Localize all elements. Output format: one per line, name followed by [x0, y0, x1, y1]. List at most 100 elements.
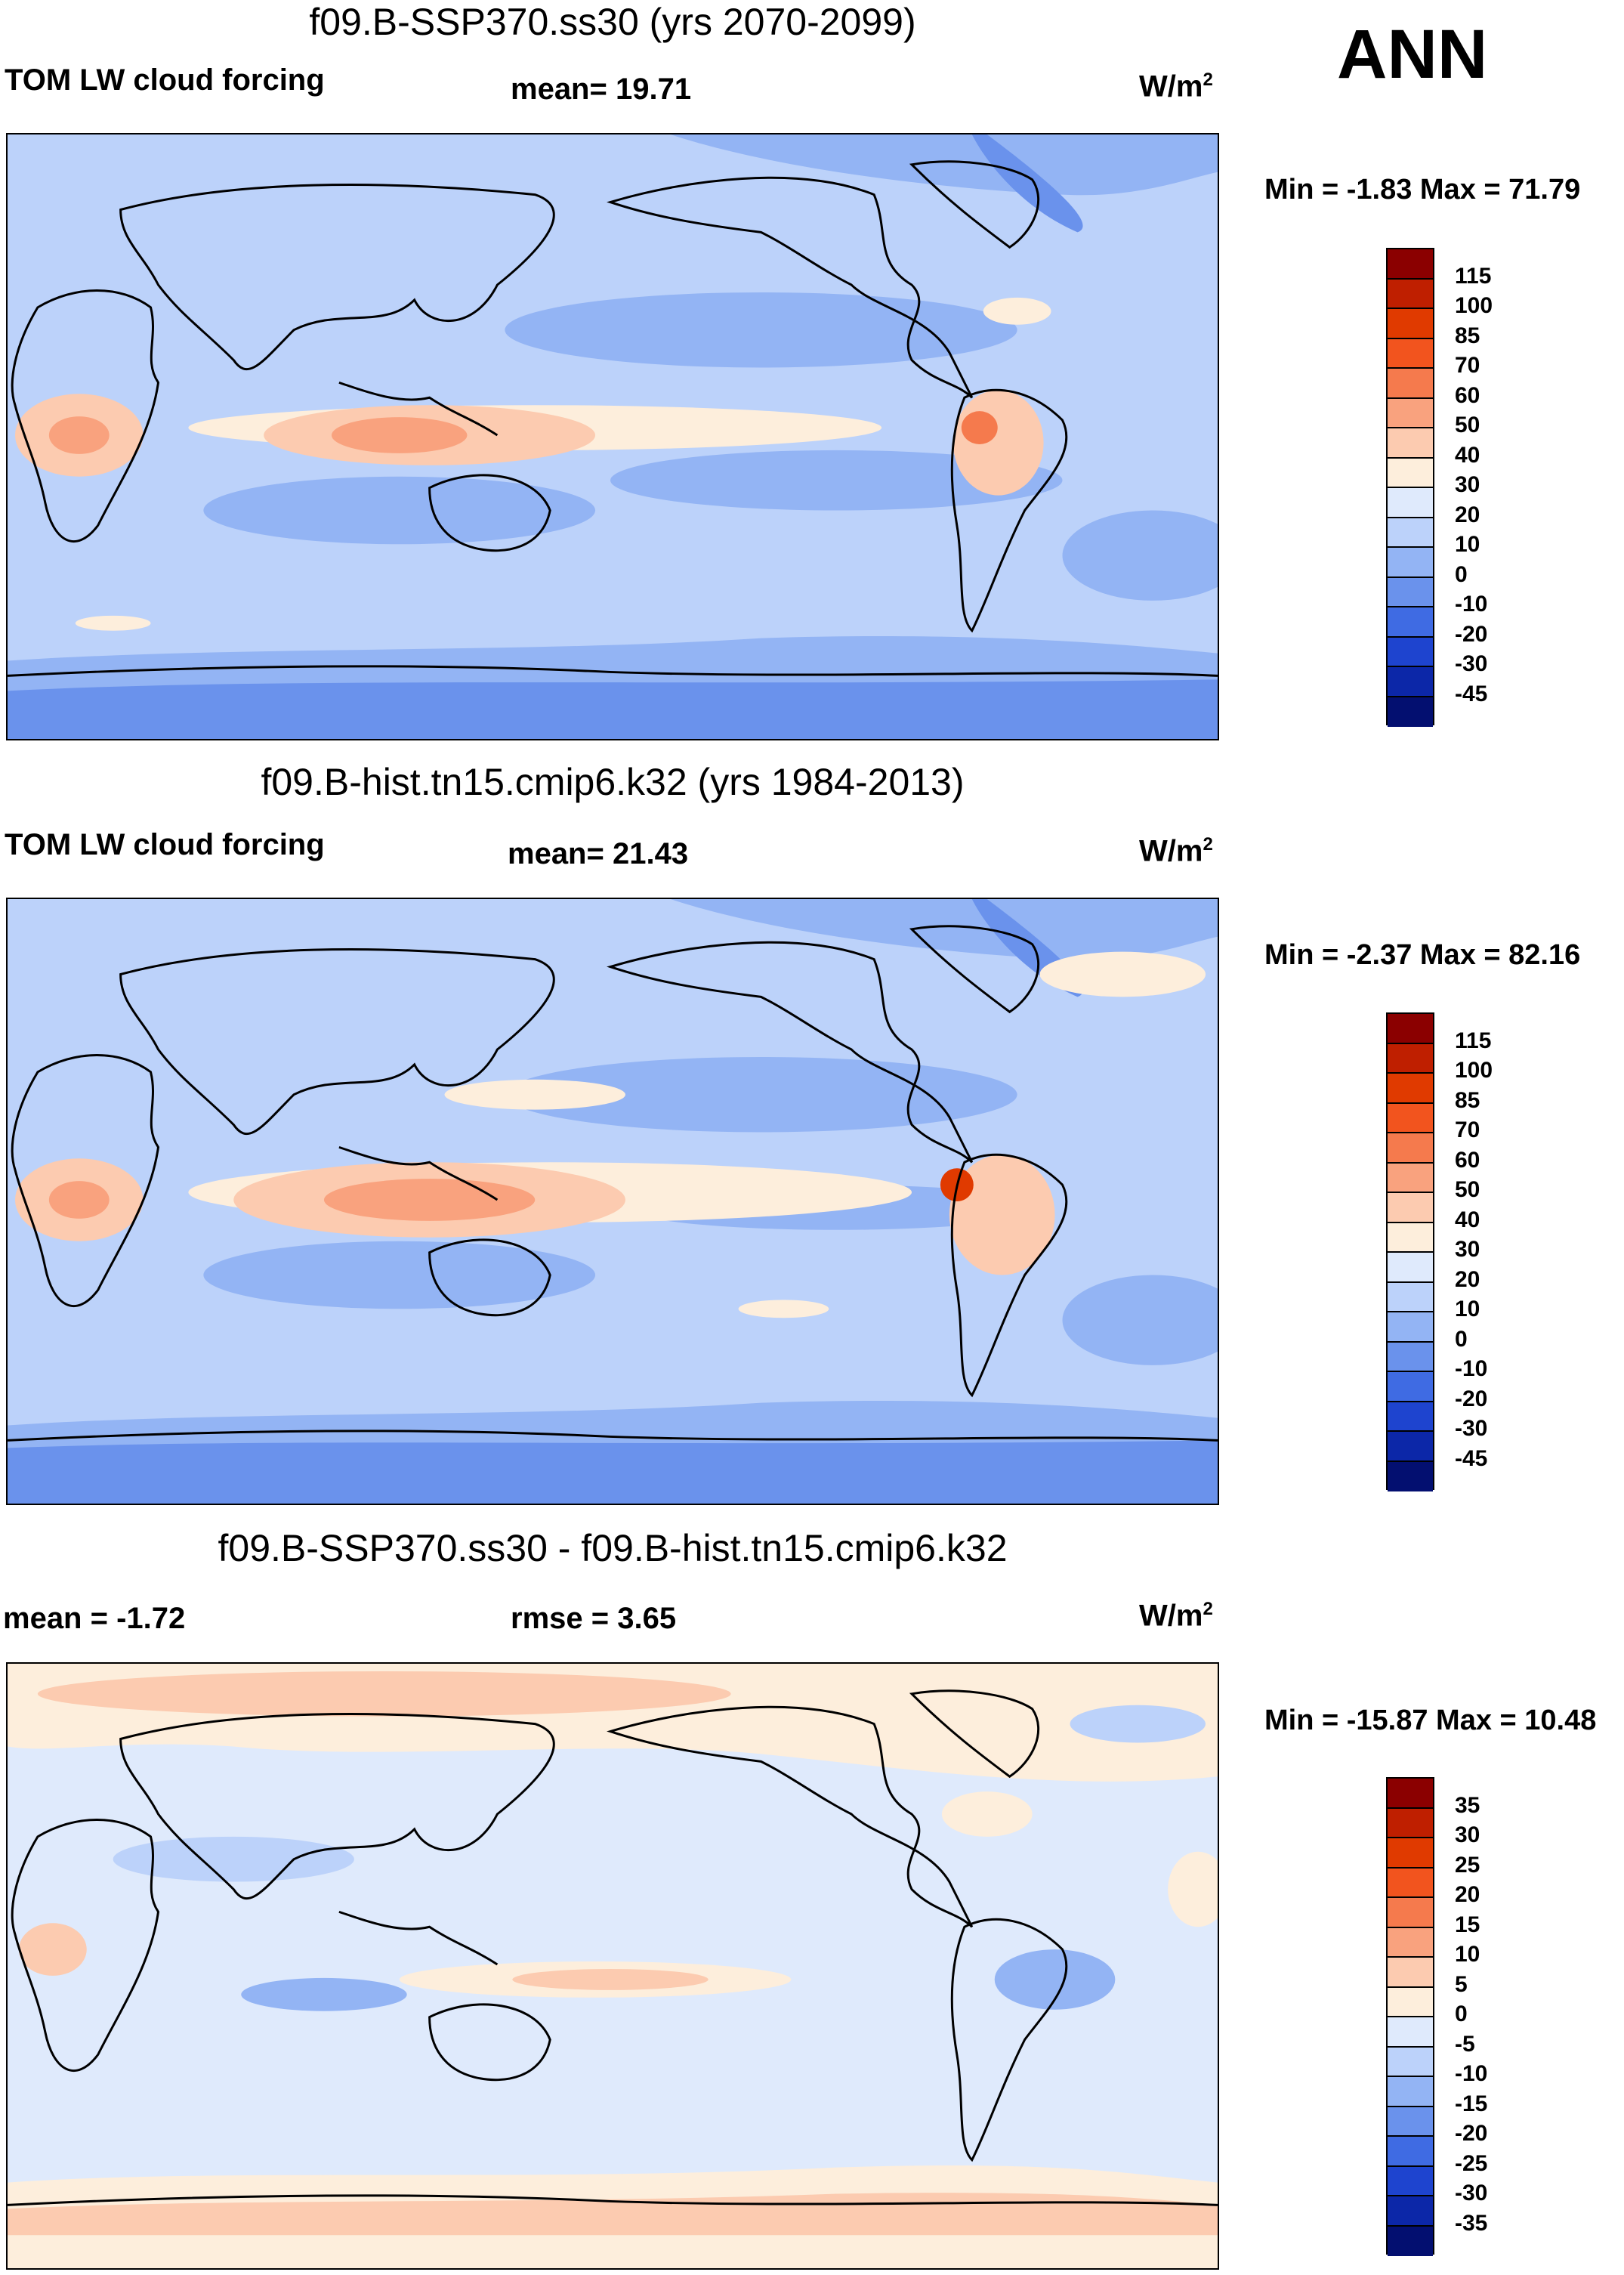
panel-3-colorbar-tick: 35	[1455, 1792, 1480, 1818]
panel-2-amazon-convection	[949, 1155, 1055, 1275]
panel-3-minmax: Min = -15.87 Max = 10.48	[1264, 1705, 1597, 1736]
panel-2-colorbar-cell	[1388, 1402, 1433, 1432]
panel-1-colorbar-cell	[1388, 667, 1433, 697]
panel-1-subtropic-low-4	[505, 292, 1017, 368]
panel-2-colorbar-tick: 30	[1455, 1237, 1480, 1262]
panel-1-colorbar-cell	[1388, 488, 1433, 518]
panel-1-colorbar-tick: 40	[1455, 442, 1480, 468]
panel-3-colorbar-cell	[1388, 1987, 1433, 2017]
panel-2-north-atlantic-warm	[1039, 951, 1206, 997]
panel-3-rmse-label: rmse = 3.65	[511, 1602, 677, 1635]
panel-2-colorbar	[1386, 1012, 1434, 1491]
panel-3-colorbar-cell	[1388, 1838, 1433, 1869]
panel-1-colorbar-tick: 85	[1455, 323, 1480, 348]
panel-2-africa-core	[48, 1181, 110, 1219]
panel-2-colorbar-cell	[1388, 1103, 1433, 1133]
panel-1-africa-core	[48, 416, 110, 454]
panel-1-colorbar-tick: 20	[1455, 502, 1480, 527]
panel-2-colorbar-tick: 0	[1455, 1326, 1468, 1352]
panel-1-colorbar-cell	[1388, 518, 1433, 548]
panel-3-units: W/m2	[1139, 1599, 1213, 1633]
panel-3-mean-label: mean = -1.72	[3, 1602, 186, 1635]
panel-1-variable-label: TOM LW cloud forcing	[5, 63, 325, 97]
panel-3-title: f09.B-SSP370.ss30 - f09.B-hist.tn15.cmip…	[218, 1527, 1008, 1569]
panel-2-colorbar-tick: -45	[1455, 1445, 1488, 1471]
panel-3-colorbar-cell	[1388, 2166, 1433, 2196]
panel-2-colorbar-cell	[1388, 1312, 1433, 1343]
panel-2-colorbar-tick: -20	[1455, 1386, 1488, 1411]
panel-2-colorbar-tick: 100	[1455, 1058, 1493, 1083]
panel-1-colorbar-cell	[1388, 458, 1433, 488]
panel-1-gulfstream	[983, 297, 1051, 325]
panel-2-colorbar-tick: -30	[1455, 1416, 1488, 1441]
panel-2-colorbar-cell	[1388, 1074, 1433, 1104]
panel-3-colorbar-tick: -30	[1455, 2181, 1488, 2205]
panel-1-colorbar-cell	[1388, 249, 1433, 280]
panel-1-greenland-low	[971, 134, 1083, 233]
panel-3-colorbar-cell	[1388, 1958, 1433, 1988]
panel-3-map	[6, 1662, 1219, 2270]
panel-3-indian-cool	[241, 1977, 407, 2011]
panel-3-colorbar-cell	[1388, 2107, 1433, 2137]
panel-2-colorbar-cell	[1388, 1133, 1433, 1164]
panel-2-colorbar-cell	[1388, 1432, 1433, 1462]
panel-2-subtropic-low-1	[203, 1241, 596, 1309]
panel-1-antarctic-band	[8, 679, 1218, 739]
panel-3-colorbar-cell	[1388, 2137, 1433, 2167]
panel-3-colorbar-cell	[1388, 1898, 1433, 1928]
panel-3-colorbar-cell	[1388, 2017, 1433, 2048]
panel-1-arctic-band	[670, 134, 1218, 196]
panel-3-colorbar-tick: 25	[1455, 1852, 1480, 1878]
panel-2-kuroshio	[444, 1079, 625, 1110]
panel-1-colorbar-tick: -20	[1455, 621, 1488, 647]
panel-2-colorbar-cell	[1388, 1253, 1433, 1283]
panel-1-subtropic-low-1	[203, 476, 596, 545]
panel-1-amazon-convection	[952, 390, 1044, 496]
panel-1-map	[6, 133, 1219, 740]
panel-3-asia-cool	[113, 1836, 354, 1882]
season-label: ANN	[1337, 16, 1488, 93]
panel-2-subtropic-low-3	[1062, 1275, 1218, 1365]
panel-2-colorbar-cell	[1388, 1193, 1433, 1223]
panel-3-colorbar-tick: 15	[1455, 1912, 1480, 1937]
panel-1-colorbar-cell	[1388, 607, 1433, 638]
panel-3-colorbar-cell	[1388, 1779, 1433, 1809]
panel-1-colorbar-cell	[1388, 548, 1433, 578]
panel-1-colorbar-tick: 30	[1455, 472, 1480, 497]
panel-2-colorbar-tick: 20	[1455, 1266, 1480, 1292]
panel-1-units: W/m2	[1139, 70, 1213, 104]
panel-3-equator-core	[512, 1968, 709, 1990]
panel-3-na-warm	[941, 1791, 1033, 1837]
panel-2-colorbar-tick: 50	[1455, 1177, 1480, 1202]
panel-2-colorbar-tick: 115	[1455, 1028, 1492, 1053]
panel-3-colorbar-tick: 0	[1455, 2001, 1468, 2026]
panel-2-spcz-tail	[738, 1300, 829, 1318]
panel-1-south-patch	[75, 615, 151, 631]
panel-2-warm-pool-core	[323, 1179, 536, 1221]
panel-3-colorbar-tick: 5	[1455, 1971, 1468, 1997]
panel-3-colorbar-cell	[1388, 2077, 1433, 2107]
panel-2-subtropic-low-4	[505, 1056, 1017, 1133]
panel-3-colorbar-cell	[1388, 2226, 1433, 2256]
panel-1-colorbar	[1386, 248, 1434, 727]
panel-3-brazil-cool	[994, 1949, 1116, 2010]
panel-1-colorbar-tick: 60	[1455, 382, 1480, 408]
panel-2-colorbar-cell	[1388, 1163, 1433, 1193]
panel-1-subtropic-low-3	[1062, 510, 1218, 601]
panel-1-subtropic-low-2	[610, 450, 1063, 511]
panel-2-colorbar-cell	[1388, 1372, 1433, 1402]
panel-2-colorbar-cell	[1388, 1282, 1433, 1312]
panel-2-colorbar-cell	[1388, 1043, 1433, 1074]
panel-2-colorbar-tick: -10	[1455, 1356, 1488, 1381]
panel-3-colorbar	[1386, 1777, 1434, 2256]
panel-3-colorbar-cell	[1388, 2047, 1433, 2077]
panel-1-colorbar-tick: 50	[1455, 413, 1480, 437]
panel-1-mean-label: mean= 19.71	[511, 73, 692, 106]
panel-1-colorbar-cell	[1388, 697, 1433, 727]
panel-3-colorbar-tick: -5	[1455, 2031, 1475, 2057]
panel-1-coastlines	[8, 160, 1218, 677]
panel-1-minmax: Min = -1.83 Max = 71.79	[1264, 174, 1581, 206]
panel-1-colorbar-tick: 0	[1455, 561, 1468, 587]
panel-3-map-svg	[8, 1664, 1218, 2268]
panel-2-colorbar-tick: 10	[1455, 1297, 1480, 1321]
